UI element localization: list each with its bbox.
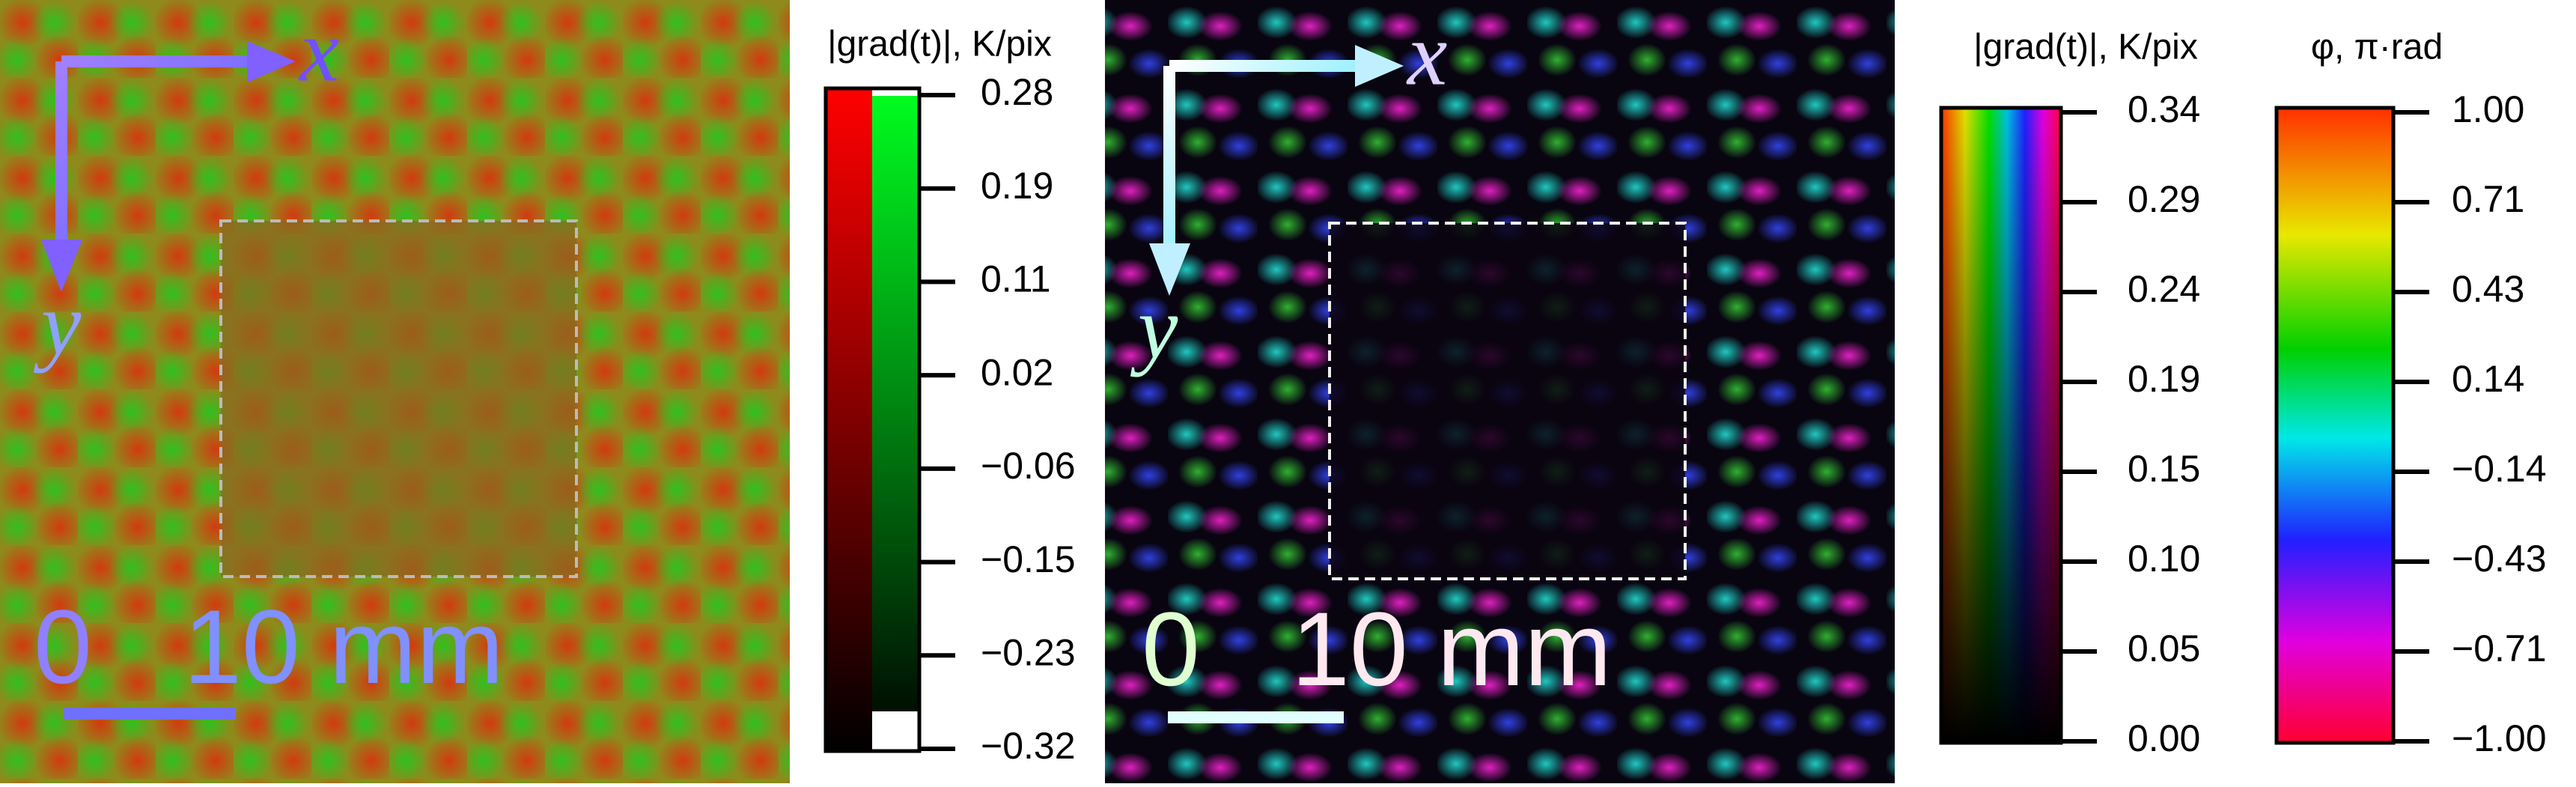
panel-1: x y 0 10 mm [0, 0, 790, 783]
arrow-heads [1149, 45, 1404, 296]
roi-border [219, 219, 578, 578]
colorbar-frame [823, 86, 922, 753]
colorbar-cap [872, 711, 919, 751]
scale-end: 10 mm [183, 588, 504, 705]
colorbar-tick-label: 0.15 [2128, 448, 2200, 490]
colorbar-title: |grad(t)|, K/pix [827, 25, 1052, 64]
colorbar-3: φ, π·rad [2274, 28, 2443, 745]
colorbar-tick-label: 0.02 [981, 351, 1053, 393]
colorbar-cap [872, 88, 919, 96]
colorbar-tick-label: 0.34 [2128, 88, 2200, 130]
axis-y: y [33, 274, 82, 374]
colorbar-1: |grad(t)|, K/pix [823, 25, 1052, 753]
arrow-heads [41, 41, 296, 292]
roi [221, 221, 576, 577]
colorbar-green [872, 88, 919, 751]
colorbar-tick-label: 0.71 [2452, 178, 2524, 220]
colorbar-tick-label: −0.14 [2452, 448, 2547, 490]
colorbar-title: φ, π·rad [2311, 28, 2443, 67]
colorbar-tick-label: −1.00 [2452, 717, 2547, 759]
axis-y: y [1130, 278, 1178, 377]
colorbar-tick-label: −0.23 [981, 631, 1076, 673]
colorbar-tick-label: −0.43 [2452, 538, 2547, 580]
scale-start: 0 [34, 588, 92, 705]
colorbar-tick-label: 0.05 [2128, 628, 2200, 669]
colorbar-tick-label: 0.14 [2452, 358, 2524, 400]
roi-border [1328, 222, 1687, 580]
colorbar-tick-label: 0.11 [981, 258, 1051, 300]
colorbar-phi [2274, 106, 2396, 745]
colorbar-tick-label: 1.00 [2452, 88, 2524, 130]
colorbar-tick-label: 0.19 [981, 165, 1053, 207]
colorbar-title: |grad(t)|, K/pix [1973, 28, 2198, 67]
scale-end: 10 mm [1291, 590, 1612, 708]
colorbar-tick-label: −0.71 [2452, 628, 2547, 669]
colorbar-red [826, 88, 872, 751]
colorbar-fade [1941, 108, 2061, 743]
colorbar-tick-label: 0.10 [2128, 538, 2200, 580]
axes-arrows [1163, 60, 1355, 258]
axes-arrows [55, 55, 247, 255]
colorbar-tick-label: −0.06 [981, 445, 1076, 487]
colorbar-tick-label: −0.32 [981, 725, 1076, 767]
panel-2: x y 0 10 mm [1105, 0, 1895, 783]
colorbar-2: |grad(t)|, K/pix [1939, 28, 2198, 745]
colorbar-frame [1939, 106, 2063, 745]
colorbar-tick-label: 0.43 [2452, 268, 2524, 310]
colorbar-tick-label: −0.15 [981, 538, 1076, 580]
scale-bar [1168, 711, 1344, 723]
roi [1330, 223, 1685, 579]
colorbar-tick-label: 0.00 [2128, 717, 2200, 759]
colorbar-tick-label: 0.24 [2128, 268, 2200, 310]
colorbar-tick-label: 0.29 [2128, 178, 2200, 220]
axis-x: x [298, 1, 339, 100]
scale-start: 0 [1142, 590, 1200, 708]
colorbar-tick-label: 0.19 [2128, 358, 2200, 400]
colorbar-tick-label: 0.28 [981, 71, 1053, 113]
axis-x: x [1406, 4, 1447, 104]
scale-bar [64, 708, 236, 720]
